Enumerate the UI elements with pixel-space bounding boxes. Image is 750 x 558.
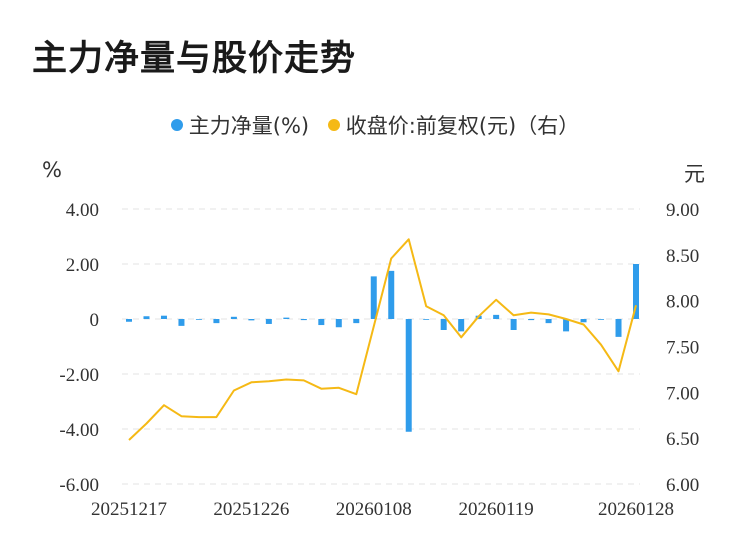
net-volume-bar[interactable] — [318, 319, 325, 326]
left-tick-label: 2.00 — [66, 255, 99, 276]
legend-label-net-volume: 主力净量(%) — [188, 114, 310, 138]
x-tick-label: 20251226 — [213, 499, 289, 520]
net-volume-bar[interactable] — [126, 319, 132, 322]
net-volume-bar[interactable] — [143, 316, 150, 319]
net-volume-bar[interactable] — [160, 315, 167, 319]
legend-dot-close-price-icon — [327, 119, 340, 131]
net-volume-bar[interactable] — [580, 319, 587, 323]
x-tick-label: 20260119 — [458, 499, 533, 520]
x-tick-label: 20260128 — [598, 499, 674, 520]
left-tick-label: -2.00 — [59, 365, 99, 386]
net-volume-bar[interactable] — [563, 319, 570, 332]
net-volume-bar[interactable] — [248, 319, 255, 321]
net-volume-bar[interactable] — [300, 319, 307, 321]
net-volume-bar[interactable] — [195, 319, 202, 320]
net-volume-bar[interactable] — [633, 264, 639, 319]
right-tick-label: 8.00 — [666, 292, 699, 313]
net-volume-bar[interactable] — [423, 319, 430, 320]
net-volume-bar[interactable] — [528, 319, 535, 321]
net-volume-bar[interactable] — [405, 319, 412, 432]
net-volume-bar[interactable] — [598, 319, 605, 320]
net-volume-bar[interactable] — [213, 319, 220, 324]
legend-item-net-volume[interactable]: 主力净量(%) — [170, 110, 310, 140]
net-volume-bar[interactable] — [265, 319, 272, 324]
net-volume-bar[interactable] — [615, 319, 622, 337]
net-volume-bar[interactable] — [440, 319, 447, 330]
left-axis-unit: % — [42, 158, 62, 182]
right-tick-label: 6.00 — [666, 475, 699, 496]
net-volume-bar[interactable] — [335, 319, 342, 328]
right-tick-label: 7.50 — [666, 338, 699, 359]
chart-title: 主力净量与股价走势 — [32, 39, 357, 79]
net-volume-bar[interactable] — [353, 319, 360, 324]
net-volume-bar[interactable] — [458, 319, 465, 332]
net-volume-bar[interactable] — [370, 276, 377, 319]
left-tick-label: 4.00 — [66, 200, 99, 221]
right-tick-label: 7.00 — [666, 383, 699, 404]
legend-label-close-price: 收盘价:前复权(元)（右） — [345, 114, 580, 138]
net-volume-bar[interactable] — [178, 319, 185, 326]
net-volume-bar[interactable] — [545, 319, 552, 324]
left-tick-label: -4.00 — [59, 420, 99, 441]
legend-item-close-price[interactable]: 收盘价:前复权(元)（右） — [327, 110, 580, 140]
net-volume-bar[interactable] — [493, 314, 500, 319]
right-axis-unit: 元 — [684, 162, 705, 186]
net-volume-bar[interactable] — [388, 270, 395, 319]
x-tick-label: 20251217 — [91, 499, 167, 520]
right-tick-label: 9.00 — [666, 200, 699, 221]
chart-legend: 主力净量(%) 收盘价:前复权(元)（右） — [0, 110, 750, 140]
close-price-line[interactable] — [128, 238, 637, 441]
left-tick-label: -6.00 — [59, 475, 99, 496]
left-tick-label: 0 — [90, 310, 100, 331]
x-tick-label: 20260108 — [336, 499, 412, 520]
net-volume-bar[interactable] — [230, 316, 237, 319]
right-tick-label: 6.50 — [666, 429, 699, 450]
legend-dot-net-volume-icon — [170, 119, 183, 131]
net-volume-bar[interactable] — [510, 319, 517, 330]
net-volume-bar[interactable] — [283, 317, 290, 319]
right-tick-label: 8.50 — [666, 246, 699, 267]
